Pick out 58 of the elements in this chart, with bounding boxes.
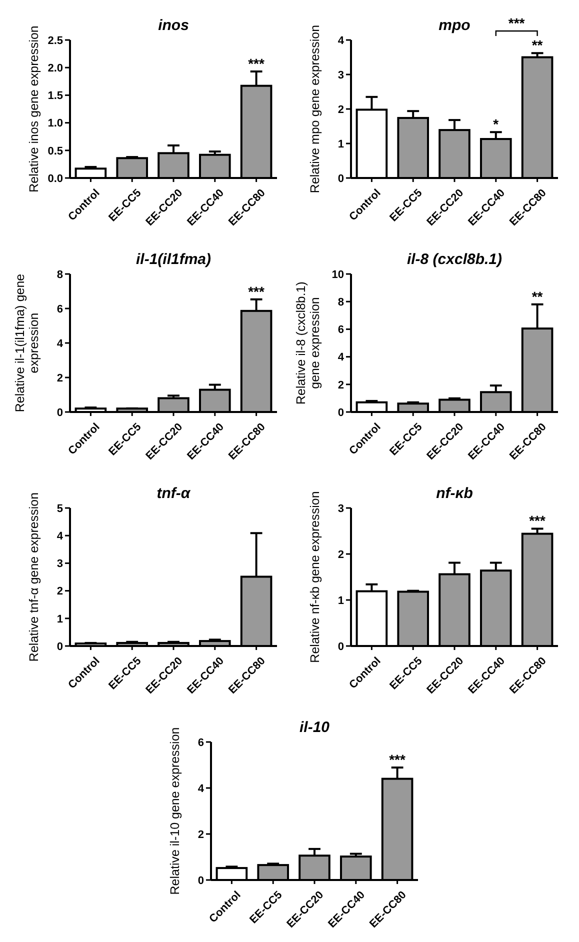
y-tick-label: 10 (332, 268, 344, 281)
y-axis-title: Relative nf-κb gene expression (308, 491, 322, 663)
y-tick-label: 3 (56, 558, 63, 570)
y-tick-label: 2.5 (48, 34, 63, 47)
chart-title: il-10 (299, 719, 330, 736)
y-tick-label: 0 (338, 406, 344, 419)
y-tick-label: 2 (338, 548, 344, 561)
y-tick-label: 4 (338, 34, 345, 47)
y-tick-label: 5 (56, 502, 63, 515)
y-tick-label: 4 (338, 352, 345, 364)
y-tick-label: 0 (56, 406, 63, 419)
annotation: *** (248, 55, 266, 72)
chart-title: mpo (438, 17, 470, 34)
y-tick-label: 0.0 (48, 172, 63, 185)
y-tick-label: 0 (338, 640, 344, 653)
chart-title: il-8 (cxcl8b.1) (406, 251, 502, 268)
y-tick-label: 2 (56, 372, 63, 384)
annotation: *** (529, 512, 546, 529)
y-tick-label: 2 (198, 828, 204, 841)
y-tick-label: 1.5 (48, 90, 63, 102)
y-tick-label: 1 (338, 594, 344, 607)
annotation: *** (389, 752, 406, 768)
y-tick-label: 1.0 (48, 118, 63, 130)
y-tick-label: 0 (198, 874, 204, 887)
y-tick-label: 0.5 (48, 145, 63, 158)
y-tick-label: 4 (198, 782, 205, 795)
annotation: * (493, 116, 500, 132)
y-tick-label: 8 (338, 296, 344, 308)
annotation: ** (532, 37, 544, 54)
y-axis-title: Relative il-8 (cxcl8b.1) gene expression (294, 282, 322, 404)
y-tick-label: 3 (338, 502, 344, 515)
y-tick-label: 4 (56, 530, 64, 542)
y-tick-label: 1 (56, 613, 63, 626)
y-tick-label: 2 (338, 104, 344, 116)
chart-title: inos (158, 17, 189, 34)
y-tick-label: 2.0 (48, 62, 63, 74)
annotation: *** (248, 283, 266, 300)
y-axis-title: Relative il-1(il1fma) gene expression (13, 274, 41, 412)
chart-title: tnf-α (156, 485, 191, 502)
y-tick-label: 4 (56, 338, 64, 350)
y-tick-label: 3 (338, 69, 344, 82)
y-axis-title: Relative tnf-α gene expression (27, 492, 41, 662)
y-axis-title: Relative mpo gene expression (308, 24, 322, 194)
y-tick-label: 0 (56, 640, 63, 653)
y-tick-label: 8 (56, 268, 63, 281)
y-tick-label: 6 (56, 303, 63, 316)
annotation: ** (532, 288, 544, 304)
chart-title: il-1(il1fma) (136, 251, 212, 268)
chart-title: nf-κb (436, 485, 473, 502)
y-tick-label: 6 (198, 736, 204, 749)
y-tick-label: 2 (56, 586, 63, 598)
y-axis-title: Relative il-10 gene expression (168, 727, 182, 895)
y-axis-title: Relative inos gene expression (27, 26, 41, 192)
y-tick-label: 1 (338, 138, 344, 150)
text: *** (508, 15, 526, 31)
y-tick-label: 6 (338, 324, 344, 336)
y-tick-label: 2 (338, 379, 344, 392)
y-tick-label: 0 (338, 172, 344, 185)
